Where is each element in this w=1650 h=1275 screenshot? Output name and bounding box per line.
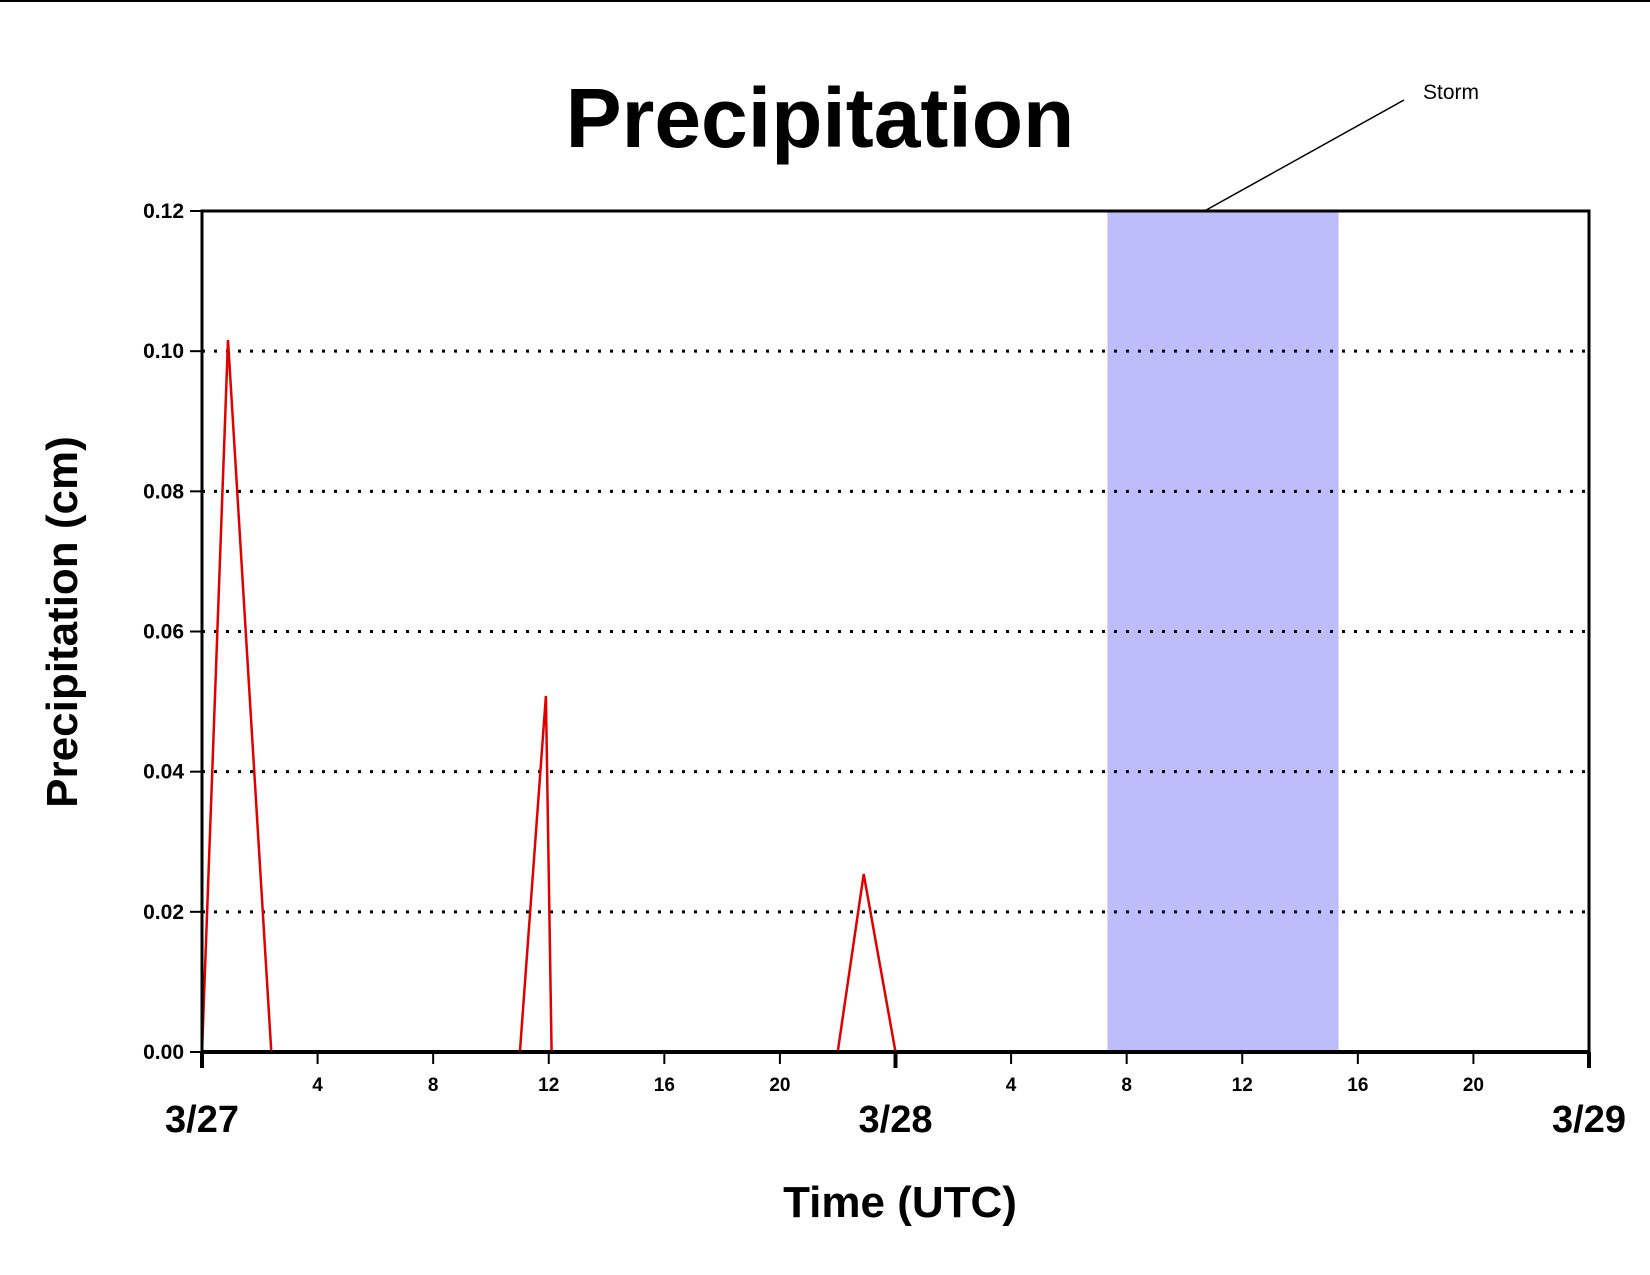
y-tick-label: 0.00: [143, 1041, 184, 1064]
chart-title: Precipitation: [566, 71, 1075, 165]
x-axis-ticks: 4 8 12 16 20 4 8 12 16 20 3/27 3/28 3/29: [165, 1052, 1626, 1141]
x-tick-label-date: 3/27: [165, 1099, 239, 1141]
x-tick-label-hour: 8: [1121, 1075, 1132, 1096]
top-border-line: [0, 0, 1650, 2]
x-tick-label-date: 3/28: [859, 1099, 933, 1141]
y-tick-label: 0.10: [143, 340, 184, 363]
x-tick-label-hour: 16: [1347, 1075, 1368, 1096]
annotations: Storm: [1204, 81, 1479, 212]
x-tick-label-hour: 12: [1232, 1075, 1253, 1096]
x-tick-label-date: 3/29: [1552, 1099, 1626, 1141]
gridlines: [202, 349, 1589, 1054]
y-axis-ticks: 0.00 0.02 0.04 0.06 0.08 0.10 0.12: [143, 200, 202, 1064]
y-tick-label: 0.04: [143, 761, 184, 784]
x-tick-label-hour: 20: [769, 1075, 790, 1096]
storm-annotation-leader-line: [1204, 99, 1405, 212]
y-tick-label: 0.12: [143, 200, 184, 223]
x-axis-label: Time (UTC): [783, 1178, 1017, 1227]
y-tick-label: 0.08: [143, 480, 184, 503]
storm-annotation-label: Storm: [1423, 81, 1479, 104]
x-tick-label-hour: 16: [654, 1075, 675, 1096]
x-tick-label-hour: 4: [312, 1075, 323, 1096]
series-layer: [200, 339, 1589, 1054]
precipitation-series-line: [200, 339, 1589, 1054]
x-tick-label-hour: 8: [428, 1075, 439, 1096]
y-tick-label: 0.02: [143, 901, 184, 924]
y-axis-label: Precipitation (cm): [38, 436, 87, 808]
x-tick-label-hour: 4: [1006, 1075, 1017, 1096]
x-tick-label-hour: 20: [1463, 1075, 1484, 1096]
y-tick-label: 0.06: [143, 621, 184, 644]
x-tick-label-hour: 12: [538, 1075, 559, 1096]
